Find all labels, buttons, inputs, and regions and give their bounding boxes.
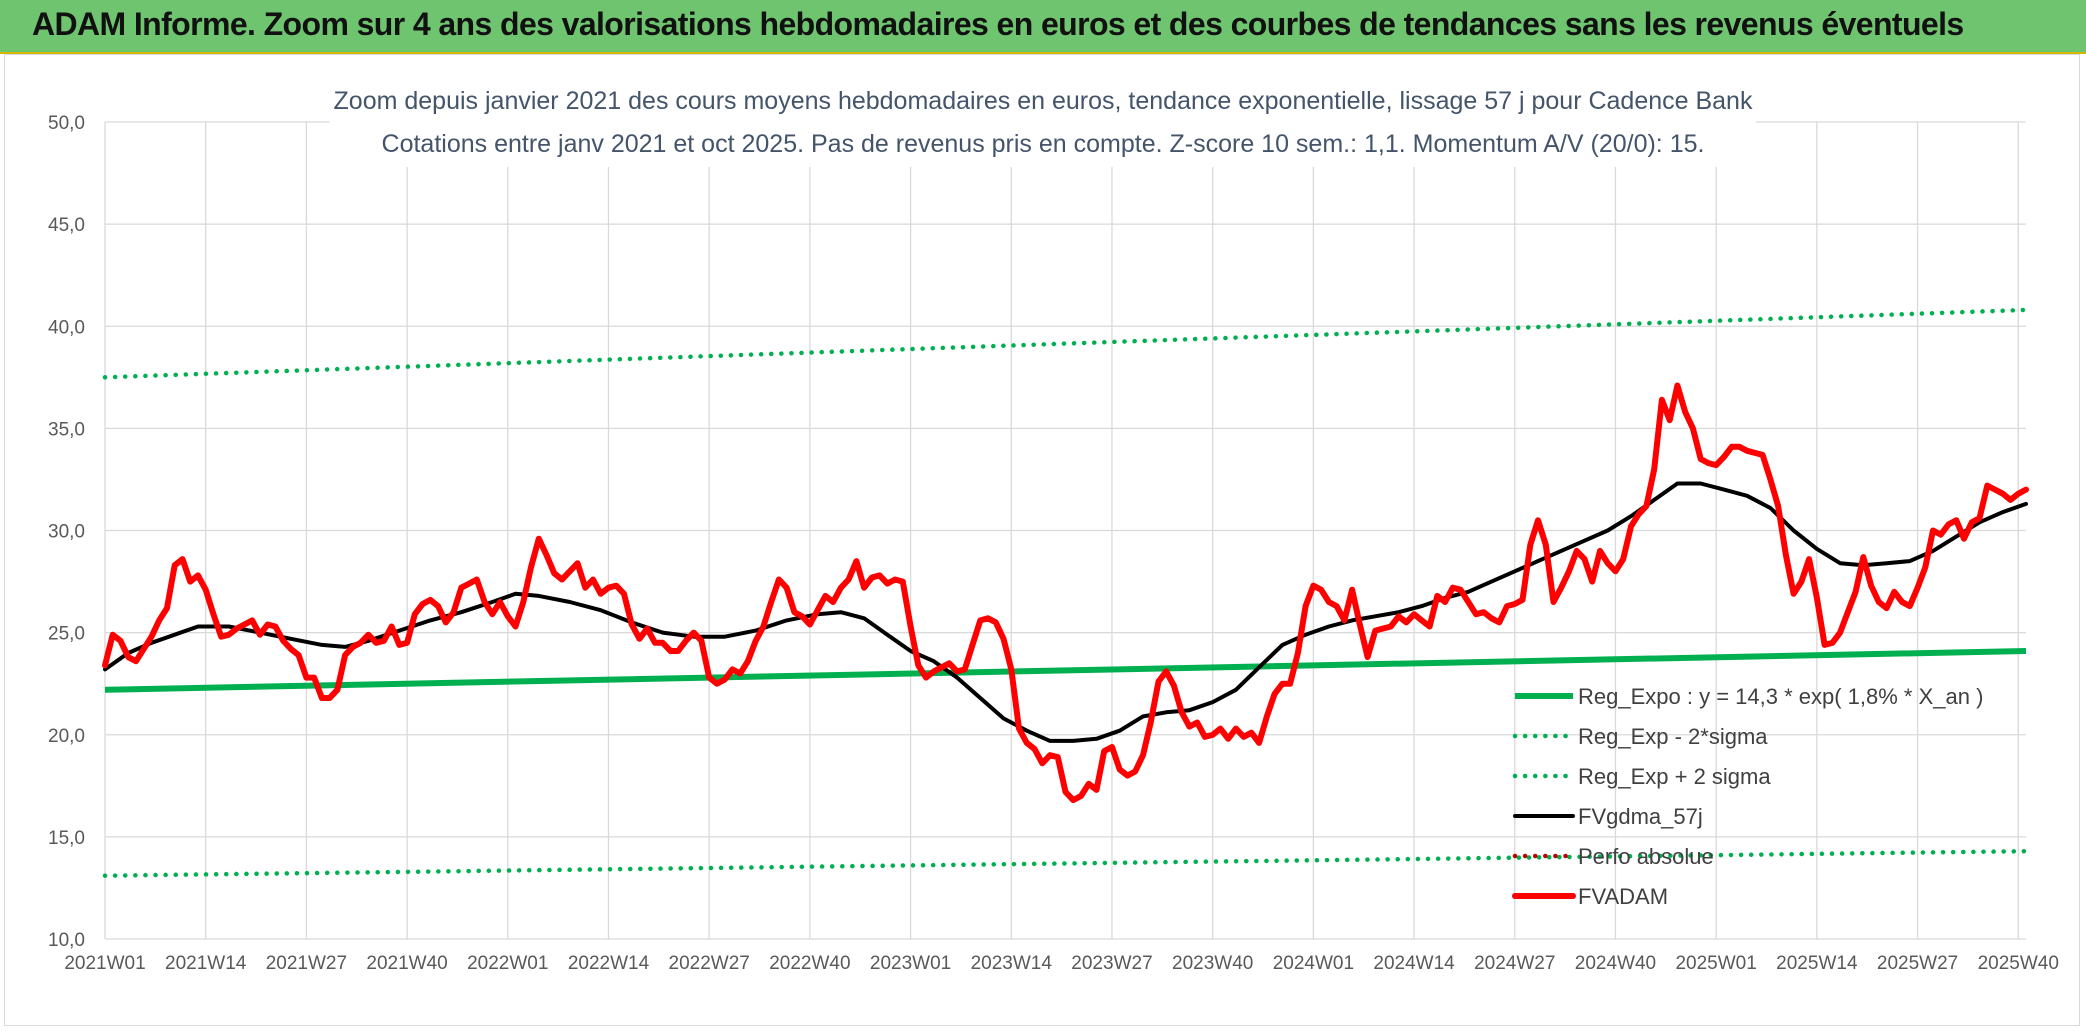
y-axis-labels: 10,0 15,0 20,0 25,0 30,0 35,0 40,0 45,0 50,0 — [48, 113, 85, 951]
y-tick-label: 25,0 — [48, 624, 85, 645]
y-tick-label: 20,0 — [48, 726, 85, 747]
legend: Reg_Expo : y = 14,3 * exp( 1,8% * X_an )… — [1512, 684, 1983, 909]
x-tick-label: 2022W40 — [769, 953, 850, 974]
series-line-5 — [102, 382, 2029, 804]
y-tick-label: 40,0 — [48, 317, 85, 338]
x-tick-label: 2023W01 — [870, 953, 951, 974]
legend-label-2: Reg_Exp + 2 sigma — [1578, 764, 1771, 789]
x-tick-label: 2024W14 — [1373, 953, 1455, 974]
y-tick-label: 10,0 — [48, 930, 85, 951]
grid — [104, 121, 2026, 940]
x-tick-label: 2023W14 — [971, 953, 1053, 974]
y-tick-label: 35,0 — [48, 419, 85, 440]
x-tick-label: 2024W01 — [1273, 953, 1354, 974]
series-line-1 — [102, 848, 2029, 878]
x-tick-label: 2021W01 — [64, 953, 145, 974]
legend-label-3: FVgdma_57j — [1578, 804, 1703, 829]
x-tick-label: 2021W14 — [165, 953, 247, 974]
y-tick-label: 45,0 — [48, 215, 85, 236]
legend-label-4: Perfo absolue — [1578, 844, 1714, 869]
x-tick-label: 2024W27 — [1474, 953, 1555, 974]
legend-label-1: Reg_Exp - 2*sigma — [1578, 724, 1768, 749]
x-tick-label: 2023W27 — [1071, 953, 1152, 974]
x-tick-label: 2023W40 — [1172, 953, 1253, 974]
series-line-2 — [102, 307, 2029, 380]
chart-title: Zoom depuis janvier 2021 des cours moyen… — [334, 87, 1753, 115]
x-tick-label: 2021W27 — [266, 953, 347, 974]
x-tick-label: 2022W27 — [669, 953, 750, 974]
page-title: ADAM Informe. Zoom sur 4 ans des valoris… — [32, 6, 1964, 42]
x-tick-label: 2022W01 — [467, 953, 548, 974]
series-line-0 — [104, 648, 2027, 693]
x-tick-label: 2021W40 — [366, 953, 447, 974]
chart-frame — [4, 54, 2080, 1026]
x-tick-label: 2022W14 — [568, 953, 650, 974]
x-tick-label: 2025W01 — [1675, 953, 1756, 974]
header-banner: ADAM Informe. Zoom sur 4 ans des valoris… — [0, 0, 2086, 54]
legend-label-5: FVADAM — [1578, 884, 1668, 909]
y-tick-label: 15,0 — [48, 828, 85, 849]
x-tick-label: 2025W14 — [1776, 953, 1858, 974]
series — [102, 307, 2029, 878]
y-tick-label: 50,0 — [48, 113, 85, 134]
x-tick-label: 2025W27 — [1877, 953, 1958, 974]
y-tick-label: 30,0 — [48, 522, 85, 543]
legend-label-0: Reg_Expo : y = 14,3 * exp( 1,8% * X_an ) — [1578, 684, 1983, 709]
chart-title-background — [330, 77, 1756, 167]
chart-subtitle: Cotations entre janv 2021 et oct 2025. P… — [382, 130, 1705, 158]
x-tick-label: 2024W40 — [1575, 953, 1656, 974]
x-axis-labels: 2021W01 2021W14 2021W27 2021W40 2022W01 2022W… — [64, 953, 2059, 974]
x-tick-label: 2025W40 — [1978, 953, 2059, 974]
